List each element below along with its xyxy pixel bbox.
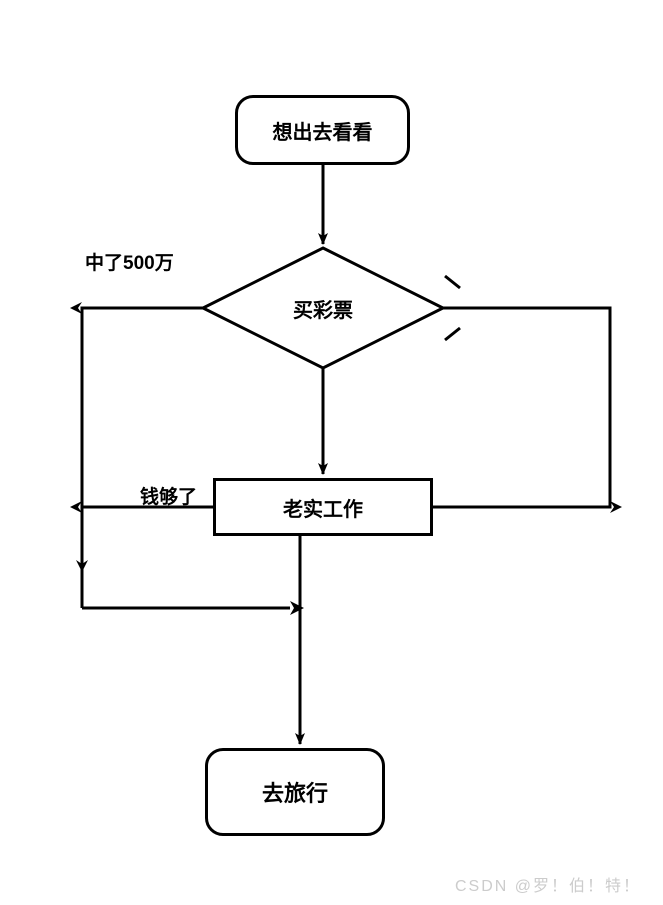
arrowhead-right-out [610,501,622,513]
node-end: 去旅行 [205,748,385,836]
edge-decision-left [82,308,203,560]
node-start-label: 想出去看看 [273,116,373,145]
arrowhead-left-down [76,560,88,572]
node-process: 老实工作 [213,478,433,536]
edge-right-loop [433,308,610,507]
arrowhead-decision-left [70,302,82,314]
node-decision-label: 买彩票 [293,294,353,323]
watermark: CSDN @罗！伯！特！ [455,872,641,896]
arrowhead-process-left [70,501,82,513]
edge-label-won: 中了500万 [85,248,174,275]
tick-right-2 [445,328,460,340]
node-process-label: 老实工作 [283,493,363,522]
tick-right-1 [445,276,460,288]
flowchart-container: 想出去看看 买彩票 老实工作 去旅行 中了500万 钱够了 CSDN @罗！伯！… [0,0,663,905]
arrowhead-left-to-center [290,601,304,615]
node-start: 想出去看看 [235,95,410,165]
node-decision-label-wrap: 买彩票 [283,293,363,323]
edge-label-enough: 钱够了 [140,482,197,509]
node-end-label: 去旅行 [262,776,328,808]
